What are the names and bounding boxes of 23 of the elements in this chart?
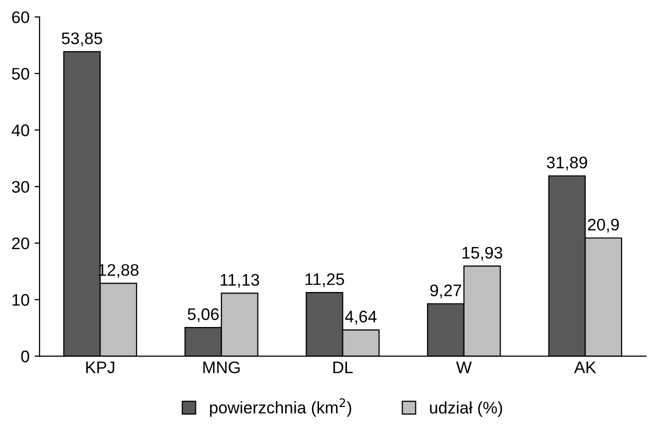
legend-label: udział (%) xyxy=(430,401,502,417)
x-tick-label: MNG xyxy=(203,361,240,374)
y-tick-label: 10 xyxy=(12,294,30,306)
x-tick-label: AK xyxy=(574,362,596,374)
y-tick-label: 20 xyxy=(12,237,30,250)
data-label: 31,89 xyxy=(546,156,588,170)
y-tick-label: 60 xyxy=(12,11,30,24)
data-label: 9,27 xyxy=(430,284,462,298)
x-tick-label: DL xyxy=(333,362,353,374)
y-tick-label: 30 xyxy=(12,180,30,193)
y-tick-label: 0 xyxy=(21,350,30,362)
data-label: 53,85 xyxy=(62,32,102,46)
data-label: 5,06 xyxy=(188,308,219,322)
data-label: 11,25 xyxy=(306,273,344,288)
y-tick-label: 50 xyxy=(12,68,30,80)
data-label: 4,64 xyxy=(345,310,377,324)
y-tick-label: 40 xyxy=(12,124,30,136)
data-label: 11,13 xyxy=(220,274,260,288)
data-label: 15,93 xyxy=(462,246,502,261)
x-tick-label: KPJ xyxy=(86,362,114,374)
x-tick-label: W xyxy=(456,362,472,374)
legend-label: powierzchnia (km$^{2}$) xyxy=(210,398,352,417)
data-label: 20,9 xyxy=(588,218,619,233)
